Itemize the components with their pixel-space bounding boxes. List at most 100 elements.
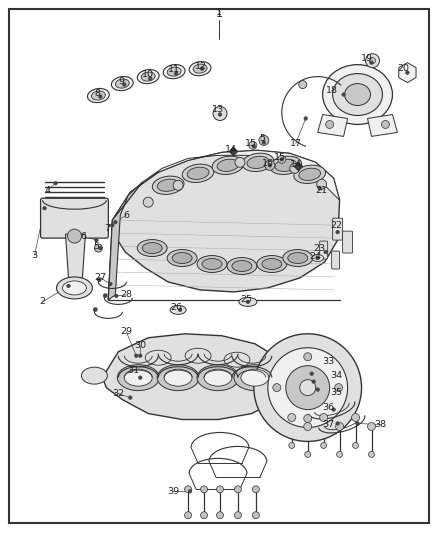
Circle shape xyxy=(67,284,70,288)
Ellipse shape xyxy=(152,176,184,195)
Ellipse shape xyxy=(217,159,239,172)
Text: 1: 1 xyxy=(215,9,223,19)
Text: 26: 26 xyxy=(170,303,182,312)
Circle shape xyxy=(103,294,107,297)
Ellipse shape xyxy=(88,88,110,103)
Circle shape xyxy=(148,77,152,80)
Text: 24: 24 xyxy=(310,252,321,261)
Text: 13: 13 xyxy=(212,105,224,114)
Circle shape xyxy=(299,80,307,88)
Text: 18: 18 xyxy=(325,86,338,95)
Circle shape xyxy=(278,155,286,163)
Text: 5: 5 xyxy=(259,134,265,143)
Ellipse shape xyxy=(283,249,313,266)
Circle shape xyxy=(235,157,245,167)
Text: 12: 12 xyxy=(195,62,207,71)
Circle shape xyxy=(43,206,46,210)
Circle shape xyxy=(178,308,182,312)
Text: 32: 32 xyxy=(112,389,124,398)
Polygon shape xyxy=(112,150,339,220)
Ellipse shape xyxy=(239,297,257,306)
Ellipse shape xyxy=(202,259,222,270)
Circle shape xyxy=(280,158,283,161)
Circle shape xyxy=(93,308,97,312)
Ellipse shape xyxy=(299,168,321,180)
Circle shape xyxy=(290,163,300,173)
Text: 1: 1 xyxy=(216,9,222,17)
Circle shape xyxy=(310,372,314,375)
Circle shape xyxy=(99,246,102,250)
Circle shape xyxy=(304,353,312,361)
Ellipse shape xyxy=(257,255,287,272)
Ellipse shape xyxy=(124,369,152,386)
Text: 20: 20 xyxy=(397,64,410,73)
Text: 10: 10 xyxy=(142,70,154,79)
Text: 4: 4 xyxy=(45,185,50,195)
Polygon shape xyxy=(102,334,285,419)
Circle shape xyxy=(318,187,321,190)
Circle shape xyxy=(114,294,118,298)
Text: 35: 35 xyxy=(331,388,343,397)
Ellipse shape xyxy=(163,64,185,79)
Circle shape xyxy=(174,72,178,75)
Text: 39: 39 xyxy=(167,487,179,496)
Ellipse shape xyxy=(232,261,252,271)
Ellipse shape xyxy=(115,79,129,88)
Text: 29: 29 xyxy=(120,327,132,336)
Circle shape xyxy=(366,54,379,68)
Text: 28: 28 xyxy=(120,290,132,300)
Ellipse shape xyxy=(197,255,227,272)
Text: 6: 6 xyxy=(123,211,129,220)
Circle shape xyxy=(337,451,343,457)
Circle shape xyxy=(304,423,312,431)
Circle shape xyxy=(336,423,343,431)
Ellipse shape xyxy=(187,167,209,180)
Circle shape xyxy=(67,229,81,243)
Text: 36: 36 xyxy=(323,403,335,412)
Circle shape xyxy=(99,95,102,98)
Circle shape xyxy=(95,238,98,242)
Ellipse shape xyxy=(157,365,199,391)
Circle shape xyxy=(54,181,57,185)
Circle shape xyxy=(368,451,374,457)
Circle shape xyxy=(288,414,296,422)
Text: 23: 23 xyxy=(314,244,326,253)
Circle shape xyxy=(321,442,327,448)
Circle shape xyxy=(317,179,327,189)
Ellipse shape xyxy=(227,257,257,274)
Ellipse shape xyxy=(185,348,211,363)
Polygon shape xyxy=(108,182,142,300)
Ellipse shape xyxy=(117,365,159,391)
Text: 34: 34 xyxy=(331,371,343,380)
Circle shape xyxy=(370,61,373,64)
Circle shape xyxy=(143,197,153,207)
Circle shape xyxy=(110,223,114,227)
Ellipse shape xyxy=(275,159,297,172)
Text: 9: 9 xyxy=(118,77,124,86)
Ellipse shape xyxy=(294,165,325,183)
Circle shape xyxy=(113,220,117,224)
Circle shape xyxy=(95,244,102,252)
Text: 3: 3 xyxy=(32,251,38,260)
Circle shape xyxy=(316,256,319,260)
Polygon shape xyxy=(318,115,348,136)
Circle shape xyxy=(324,251,328,254)
Ellipse shape xyxy=(241,369,269,386)
Circle shape xyxy=(296,165,300,168)
Ellipse shape xyxy=(212,156,244,174)
Ellipse shape xyxy=(170,305,186,314)
Ellipse shape xyxy=(262,259,282,270)
Text: 37: 37 xyxy=(323,420,335,429)
Ellipse shape xyxy=(92,91,105,100)
Text: 14: 14 xyxy=(290,160,302,169)
Circle shape xyxy=(249,141,257,149)
Ellipse shape xyxy=(193,64,207,73)
Text: 17: 17 xyxy=(290,139,302,148)
Circle shape xyxy=(188,489,192,493)
Text: 14: 14 xyxy=(225,145,237,154)
Polygon shape xyxy=(108,150,339,300)
Ellipse shape xyxy=(137,240,167,256)
Ellipse shape xyxy=(141,72,155,81)
Ellipse shape xyxy=(111,77,133,91)
Ellipse shape xyxy=(157,179,179,191)
